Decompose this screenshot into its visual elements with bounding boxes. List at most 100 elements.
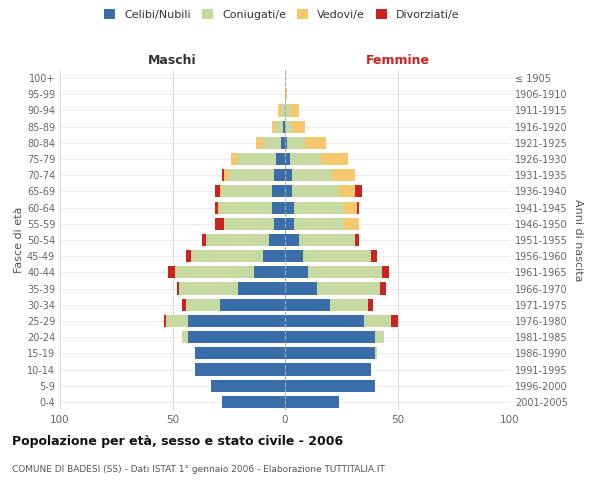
Bar	[292, 169, 332, 181]
Bar	[222, 169, 224, 181]
Bar	[285, 202, 294, 213]
Bar	[380, 282, 386, 294]
Bar	[285, 169, 292, 181]
Bar	[177, 282, 179, 294]
Bar	[281, 104, 285, 117]
Bar	[355, 186, 361, 198]
Bar	[285, 218, 294, 230]
Bar	[332, 169, 355, 181]
Bar	[290, 153, 321, 165]
Bar	[254, 266, 285, 278]
Bar	[276, 120, 283, 132]
Bar	[278, 104, 281, 117]
Bar	[285, 120, 292, 132]
Bar	[195, 348, 285, 360]
Bar	[186, 298, 220, 311]
Bar	[188, 331, 285, 343]
Bar	[274, 218, 285, 230]
Text: Popolazione per età, sesso e stato civile - 2006: Popolazione per età, sesso e stato civil…	[12, 435, 343, 448]
Bar	[202, 234, 206, 246]
Y-axis label: Fasce di età: Fasce di età	[14, 207, 24, 273]
Bar	[285, 266, 308, 278]
Bar	[364, 315, 391, 327]
Bar	[166, 315, 188, 327]
Bar	[285, 364, 371, 376]
Bar	[339, 186, 355, 198]
Bar	[299, 234, 355, 246]
Bar	[175, 266, 254, 278]
Bar	[263, 137, 281, 149]
Bar	[238, 153, 276, 165]
Bar	[343, 218, 359, 230]
Bar	[271, 186, 285, 198]
Bar	[215, 186, 220, 198]
Bar	[271, 202, 285, 213]
Bar	[222, 186, 271, 198]
Bar	[321, 153, 348, 165]
Bar	[285, 137, 287, 149]
Bar	[281, 137, 285, 149]
Text: Femmine: Femmine	[365, 54, 430, 67]
Bar	[285, 186, 292, 198]
Bar	[375, 331, 384, 343]
Bar	[163, 315, 166, 327]
Bar	[188, 315, 285, 327]
Bar	[285, 298, 330, 311]
Bar	[285, 396, 339, 408]
Bar	[231, 153, 238, 165]
Bar	[303, 250, 371, 262]
Bar	[357, 202, 359, 213]
Bar	[382, 266, 389, 278]
Bar	[285, 282, 317, 294]
Bar	[195, 364, 285, 376]
Bar	[218, 202, 220, 213]
Bar	[292, 186, 339, 198]
Legend: Celibi/Nubili, Coniugati/e, Vedovi/e, Divorziati/e: Celibi/Nubili, Coniugati/e, Vedovi/e, Di…	[100, 5, 464, 24]
Bar	[224, 169, 229, 181]
Bar	[269, 234, 285, 246]
Bar	[391, 315, 398, 327]
Bar	[224, 218, 274, 230]
Bar	[285, 250, 303, 262]
Bar	[294, 218, 343, 230]
Bar	[285, 380, 375, 392]
Bar	[317, 282, 380, 294]
Bar	[271, 120, 276, 132]
Bar	[229, 169, 274, 181]
Bar	[285, 153, 290, 165]
Bar	[238, 282, 285, 294]
Bar	[182, 331, 188, 343]
Text: COMUNE DI BADESI (SS) - Dati ISTAT 1° gennaio 2006 - Elaborazione TUTTITALIA.IT: COMUNE DI BADESI (SS) - Dati ISTAT 1° ge…	[12, 465, 385, 474]
Bar	[285, 104, 290, 117]
Bar	[215, 218, 224, 230]
Bar	[283, 120, 285, 132]
Bar	[206, 234, 269, 246]
Bar	[285, 348, 375, 360]
Bar	[305, 137, 325, 149]
Y-axis label: Anni di nascita: Anni di nascita	[573, 198, 583, 281]
Bar	[263, 250, 285, 262]
Bar	[355, 234, 359, 246]
Text: Maschi: Maschi	[148, 54, 197, 67]
Bar	[294, 202, 343, 213]
Bar	[308, 266, 382, 278]
Bar	[343, 202, 357, 213]
Bar	[179, 282, 238, 294]
Bar	[276, 153, 285, 165]
Bar	[290, 104, 299, 117]
Bar	[330, 298, 368, 311]
Bar	[222, 396, 285, 408]
Bar	[220, 298, 285, 311]
Bar	[285, 88, 287, 101]
Bar	[375, 348, 377, 360]
Bar	[211, 380, 285, 392]
Bar	[285, 234, 299, 246]
Bar	[220, 186, 222, 198]
Bar	[285, 315, 364, 327]
Bar	[215, 202, 218, 213]
Bar	[292, 120, 305, 132]
Bar	[256, 137, 263, 149]
Bar	[285, 331, 375, 343]
Bar	[371, 250, 377, 262]
Bar	[186, 250, 191, 262]
